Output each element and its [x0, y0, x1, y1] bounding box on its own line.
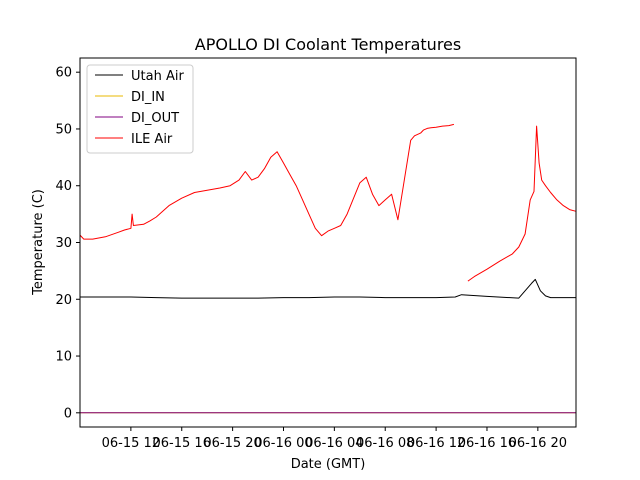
series-line-ile-air-4	[467, 125, 577, 282]
x-tick-label: 06-15 12	[102, 436, 160, 451]
legend-label-di-out: DI_OUT	[131, 111, 179, 126]
y-tick-label: 60	[55, 66, 72, 81]
legend-box	[86, 64, 194, 154]
legend-label-ile-air: ILE Air	[131, 132, 173, 147]
x-tick-label: 06-16 00	[254, 436, 312, 451]
series-layer	[79, 123, 577, 414]
x-tick-label: 06-16 20	[509, 436, 567, 451]
y-tick-label: 40	[55, 179, 72, 194]
x-tick-label: 06-15 16	[153, 436, 211, 451]
y-tick-label: 0	[64, 406, 72, 421]
y-axis-label: Temperature (C)	[31, 189, 46, 296]
legend: Utah Air DI_IN DI_OUT ILE Air	[86, 64, 194, 154]
series-line-utah-air-0	[80, 278, 576, 299]
legend-label-di-in: DI_IN	[131, 90, 165, 105]
x-axis-label: Date (GMT)	[291, 457, 366, 472]
y-tick-label: 20	[55, 293, 72, 308]
y-tick-label: 10	[55, 350, 72, 365]
legend-label-utah-air: Utah Air	[131, 69, 184, 84]
x-tick-label: 06-16 16	[458, 436, 516, 451]
x-tick-label: 06-16 04	[305, 436, 363, 451]
y-tick-label: 30	[55, 236, 72, 251]
x-tick-label: 06-15 20	[203, 436, 261, 451]
x-tick-label: 06-16 12	[407, 436, 465, 451]
plot-frame	[79, 57, 577, 428]
y-tick-label: 50	[55, 122, 72, 137]
x-tick-label: 06-16 08	[356, 436, 414, 451]
y-ticks: 0 10 20 30 40 50 60	[55, 66, 80, 421]
chart-title: APOLLO DI Coolant Temperatures	[195, 35, 461, 54]
series-line-ile-air-3	[79, 123, 455, 240]
